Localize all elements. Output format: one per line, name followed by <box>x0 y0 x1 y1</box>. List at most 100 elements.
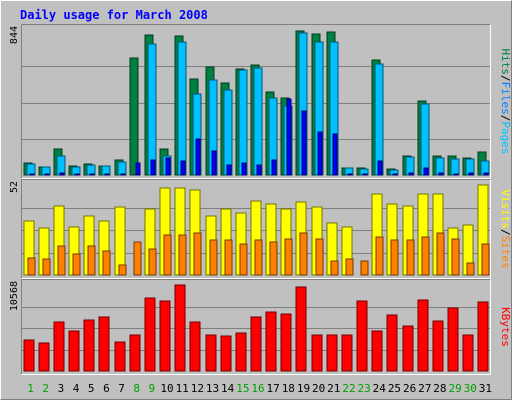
x-tick-label: 29 <box>448 382 461 395</box>
bar-pages-day-3 <box>59 172 65 176</box>
bar-sites-day-16 <box>254 239 263 276</box>
bar-kbytes-day-12 <box>189 321 201 372</box>
bar-sites-day-14 <box>224 239 233 276</box>
bar-sites-day-2 <box>42 258 51 276</box>
bar-pages-day-23 <box>362 173 368 176</box>
bar-pages-day-25 <box>392 173 398 176</box>
x-tick-label: 2 <box>42 382 49 395</box>
bar-pages-day-21 <box>332 133 338 176</box>
bar-pages-day-13 <box>211 150 217 176</box>
bar-sites-day-3 <box>57 245 66 276</box>
x-tick-label: 28 <box>433 382 446 395</box>
bar-sites-day-23 <box>360 260 369 276</box>
bar-pages-day-14 <box>226 164 232 176</box>
bar-files-day-9 <box>147 43 157 176</box>
legend-entry: KBytes <box>499 307 512 347</box>
bar-pages-day-17 <box>271 159 277 176</box>
bar-pages-day-19 <box>301 110 307 176</box>
bar-sites-day-6 <box>102 250 111 276</box>
x-tick-label: 26 <box>403 382 416 395</box>
bar-sites-day-1 <box>27 257 36 276</box>
panel-kbytes: 10568 <box>9 279 491 375</box>
x-tick-label: 25 <box>388 382 401 395</box>
bar-kbytes-day-8 <box>129 334 141 372</box>
bar-kbytes-day-15 <box>235 332 247 372</box>
bar-sites-day-11 <box>178 234 187 276</box>
bar-sites-day-26 <box>406 239 415 276</box>
x-tick-label: 19 <box>297 382 310 395</box>
bar-pages-day-16 <box>256 164 262 176</box>
y-max-label: 844 <box>9 26 20 44</box>
bar-kbytes-day-28 <box>432 320 444 372</box>
x-tick-label: 31 <box>479 382 492 395</box>
legend-entry: / <box>499 229 512 236</box>
bar-kbytes-day-18 <box>280 313 292 372</box>
bar-kbytes-day-9 <box>144 297 156 372</box>
bar-sites-day-18 <box>284 238 293 276</box>
bar-sites-day-24 <box>375 236 384 276</box>
bar-pages-day-4 <box>74 173 80 176</box>
bar-kbytes-day-23 <box>356 300 368 372</box>
x-tick-label: 10 <box>160 382 173 395</box>
x-tick-label: 20 <box>312 382 325 395</box>
bar-kbytes-day-6 <box>98 316 110 372</box>
bar-sites-day-21 <box>330 260 339 276</box>
bar-kbytes-day-24 <box>371 330 383 372</box>
bar-pages-day-8 <box>135 162 141 176</box>
bar-sites-day-7 <box>118 264 127 276</box>
x-tick-label: 9 <box>149 382 156 395</box>
bar-pages-day-22 <box>347 173 353 176</box>
legend-visits-sites: Visits/Sites <box>499 189 512 269</box>
x-tick-label: 22 <box>342 382 355 395</box>
legend-entry: / <box>499 75 512 82</box>
bar-pages-day-24 <box>377 160 383 176</box>
bar-kbytes-day-29 <box>447 307 459 372</box>
panel-hits-files-pages: 844 <box>9 24 491 179</box>
bar-kbytes-day-1 <box>23 339 35 372</box>
bar-pages-day-30 <box>468 172 474 176</box>
bar-pages-day-27 <box>423 167 429 176</box>
legend-kbytes: KBytes <box>499 307 512 347</box>
x-tick-label: 12 <box>191 382 204 395</box>
y-max-label: 10568 <box>9 281 20 311</box>
legend-entry: Sites <box>499 236 512 269</box>
bar-kbytes-day-17 <box>265 311 277 372</box>
bar-pages-day-7 <box>120 173 126 176</box>
legend-entry: Visits <box>499 189 512 229</box>
bar-kbytes-day-7 <box>114 341 126 372</box>
bar-files-day-26 <box>405 156 415 176</box>
bar-sites-day-28 <box>436 232 445 276</box>
bar-sites-day-29 <box>451 238 460 276</box>
bar-kbytes-day-31 <box>477 301 489 372</box>
bar-files-day-7 <box>117 161 127 176</box>
x-tick-label: 21 <box>327 382 340 395</box>
bar-sites-day-20 <box>315 238 324 276</box>
bar-sites-day-19 <box>299 232 308 276</box>
bar-kbytes-day-27 <box>417 299 429 372</box>
y-max-label: 52 <box>9 181 20 193</box>
bar-sites-day-25 <box>390 239 399 276</box>
x-tick-label: 18 <box>282 382 295 395</box>
bar-files-day-27 <box>420 103 430 176</box>
bar-sites-day-5 <box>87 245 96 276</box>
legend-entry: / <box>499 115 512 122</box>
legend-entry: Files <box>499 82 512 115</box>
bar-kbytes-day-26 <box>402 325 414 372</box>
bar-kbytes-day-16 <box>250 316 262 372</box>
bar-pages-day-26 <box>408 172 414 176</box>
x-tick-label: 23 <box>358 382 371 395</box>
bar-pages-day-28 <box>438 172 444 176</box>
bar-hits-day-8 <box>129 57 139 176</box>
bar-kbytes-day-30 <box>462 334 474 372</box>
x-tick-label: 24 <box>373 382 387 395</box>
bar-files-day-11 <box>177 41 187 176</box>
x-tick-label: 5 <box>88 382 95 395</box>
x-tick-label: 15 <box>236 382 249 395</box>
bar-sites-day-13 <box>209 239 218 276</box>
x-tick-label: 4 <box>73 382 80 395</box>
bar-pages-day-9 <box>150 159 156 176</box>
bar-files-day-15 <box>238 69 248 176</box>
bar-sites-day-22 <box>345 258 354 276</box>
bar-pages-day-29 <box>453 173 459 176</box>
